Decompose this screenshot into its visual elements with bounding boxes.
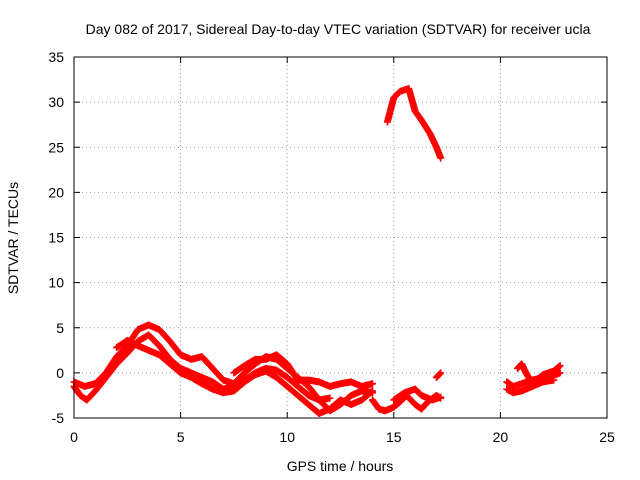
data-point [367, 388, 375, 396]
series-sat-h [383, 85, 445, 162]
y-tick-label: 25 [48, 139, 64, 155]
y-tick-label: 35 [48, 49, 64, 65]
grid [74, 57, 607, 418]
series-sat-f [390, 385, 445, 404]
data-point [437, 369, 445, 377]
series-sat-c [113, 336, 376, 417]
data-point [368, 380, 376, 388]
series-sat-d [230, 351, 376, 390]
y-tick-label: 30 [48, 94, 64, 110]
data-point [555, 363, 563, 371]
y-tick-label: 20 [48, 184, 64, 200]
x-tick-label: 5 [177, 429, 185, 445]
data-point [326, 394, 334, 402]
data-point [436, 370, 444, 378]
data-point [368, 387, 376, 395]
y-axis-title: SDTVAR / TECUs [5, 182, 21, 294]
x-tick-label: 0 [70, 429, 78, 445]
data-point [437, 393, 445, 401]
data-layer [70, 85, 564, 417]
x-tick-label: 20 [493, 429, 509, 445]
data-point [437, 154, 445, 162]
y-tick-label: -5 [52, 410, 65, 426]
y-tick-label: 5 [56, 320, 64, 336]
series-sat-k [503, 376, 558, 397]
data-point [556, 369, 564, 377]
series-sat-g [432, 369, 445, 381]
data-point [550, 376, 558, 384]
y-tick-label: 15 [48, 230, 64, 246]
data-point [556, 362, 564, 370]
chart-title: Day 082 of 2017, Sidereal Day-to-day VTE… [86, 21, 591, 37]
y-tick-label: 10 [48, 275, 64, 291]
ticks: 0 5 10 15 20 25 -5 0 5 10 15 20 25 30 35 [48, 49, 615, 445]
x-tick-label: 10 [279, 429, 295, 445]
series-sat-b [70, 321, 376, 415]
x-tick-label: 15 [386, 429, 402, 445]
y-tick-label: 0 [56, 365, 64, 381]
x-axis-title: GPS time / hours [287, 458, 394, 474]
x-tick-label: 25 [599, 429, 615, 445]
